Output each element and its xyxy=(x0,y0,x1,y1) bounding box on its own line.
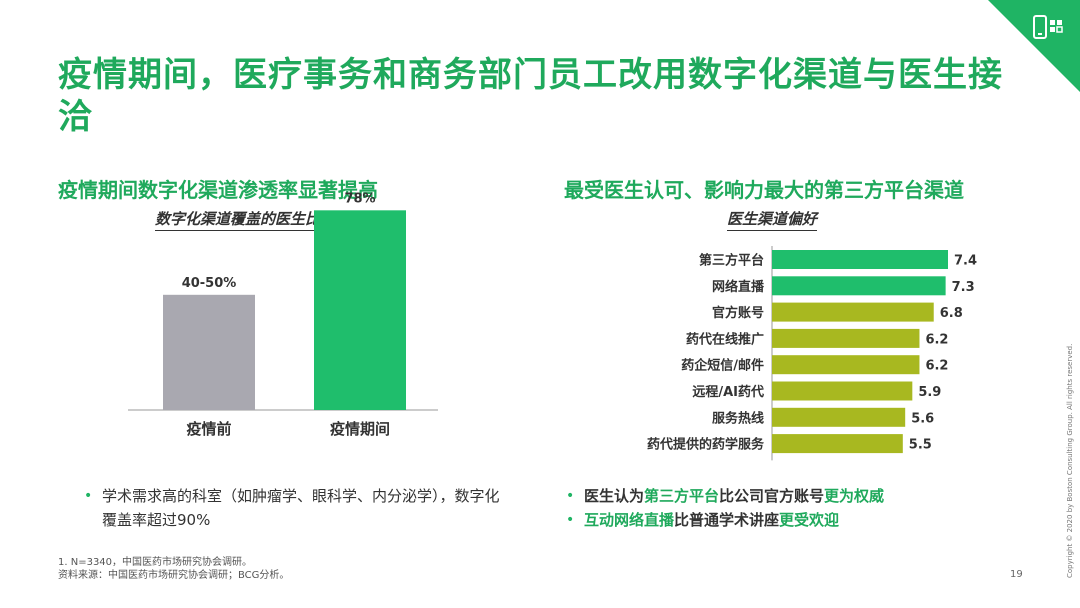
right-section-title: 最受医生认可、影响力最大的第三方平台渠道 xyxy=(564,178,964,202)
hbar-value-label: 5.6 xyxy=(911,411,934,426)
hbar-value-label: 7.3 xyxy=(952,280,975,295)
hbar-category-label: 药代提供的药学服务 xyxy=(647,437,765,453)
bar-1 xyxy=(314,210,406,410)
hbar-category-label: 药代在线推广 xyxy=(686,331,764,347)
hbar-value-label: 5.5 xyxy=(909,438,932,453)
hbar-7 xyxy=(772,434,903,454)
right-bullet-text-part: 医生认为 xyxy=(584,487,645,505)
footnote-source: 资料来源：中国医药市场研究协会调研；BCG分析。 xyxy=(58,570,290,581)
hbar-category-label: 药企短信/邮件 xyxy=(681,358,764,374)
copyright-notice: Copyright © 2020 by Boston Consulting Gr… xyxy=(1066,343,1074,578)
left-section-title: 疫情期间数字化渠道渗透率显著提高 xyxy=(58,178,378,202)
hbar-category-label: 服务热线 xyxy=(712,410,764,426)
hbar-category-label: 远程/AI药代 xyxy=(692,384,764,400)
hbar-value-label: 7.4 xyxy=(954,254,977,269)
category-label: 疫情前 xyxy=(186,420,231,438)
left-bullet-item: • 学术需求高的科室（如肿瘤学、眼科学、内分泌学），数字化覆盖率超过90% xyxy=(84,484,504,532)
right-bullet-list: • 医生认为第三方平台比公司官方账号更为权威 • 互动网络直播比普通学术讲座更受欢迎 xyxy=(566,484,1006,532)
hbar-3 xyxy=(772,328,920,348)
right-bullet-text-part: 更受欢迎 xyxy=(779,511,840,529)
right-bullet-text-part: 互动网络直播 xyxy=(584,511,675,529)
right-bullet-text-part: 比公司官方账号 xyxy=(719,487,825,505)
footnote-1: 1. N=3340，中国医药市场研究协会调研。 xyxy=(58,557,253,568)
hbar-6 xyxy=(772,407,906,427)
bullet-dot-icon: • xyxy=(566,512,575,528)
bar-0 xyxy=(163,294,255,410)
bar-data-label: 78% xyxy=(344,191,375,206)
hbar-value-label: 6.2 xyxy=(925,332,948,347)
right-bullet-text-part: 比普通学术讲座 xyxy=(674,511,780,529)
digital-device-icon xyxy=(1033,15,1063,39)
right-bullet-text-part: 第三方平台 xyxy=(644,487,720,505)
bullet-dot-icon: • xyxy=(84,488,93,504)
corner-decoration xyxy=(988,0,1080,92)
slide-title: 疫情期间，医疗事务和商务部门员工改用数字化渠道与医生接洽 xyxy=(58,55,1003,137)
bar-data-label: 40-50% xyxy=(182,276,237,291)
left-bullet-list: • 学术需求高的科室（如肿瘤学、眼科学、内分泌学），数字化覆盖率超过90% xyxy=(84,484,504,532)
hbar-category-label: 网络直播 xyxy=(712,279,765,295)
hbar-0 xyxy=(772,250,948,269)
hbar-1 xyxy=(772,276,946,296)
right-bullet-item: • 医生认为第三方平台比公司官方账号更为权威 xyxy=(566,484,1006,508)
hbar-category-label: 官方账号 xyxy=(712,305,764,321)
right-chart-title: 医生渠道偏好 xyxy=(727,208,818,231)
hbar-5 xyxy=(772,381,913,401)
right-bullet-text-part: 更为权威 xyxy=(824,487,885,505)
hbar-4 xyxy=(772,355,920,375)
page-number: 19 xyxy=(1010,569,1023,580)
hbar-category-label: 第三方平台 xyxy=(699,253,764,269)
hbar-value-label: 5.9 xyxy=(918,385,941,400)
category-label: 疫情期间 xyxy=(330,420,390,438)
left-bullet-text: 学术需求高的科室（如肿瘤学、眼科学、内分泌学），数字化覆盖率超过90% xyxy=(102,487,500,529)
footnotes: 1. N=3340，中国医药市场研究协会调研。 资料来源：中国医药市场研究协会调… xyxy=(58,556,289,582)
right-bullet-item: • 互动网络直播比普通学术讲座更受欢迎 xyxy=(566,508,1006,532)
hbar-value-label: 6.8 xyxy=(940,306,963,321)
hbar-2 xyxy=(772,302,934,322)
bullet-dot-icon: • xyxy=(566,488,575,504)
hbar-value-label: 6.2 xyxy=(925,359,948,374)
